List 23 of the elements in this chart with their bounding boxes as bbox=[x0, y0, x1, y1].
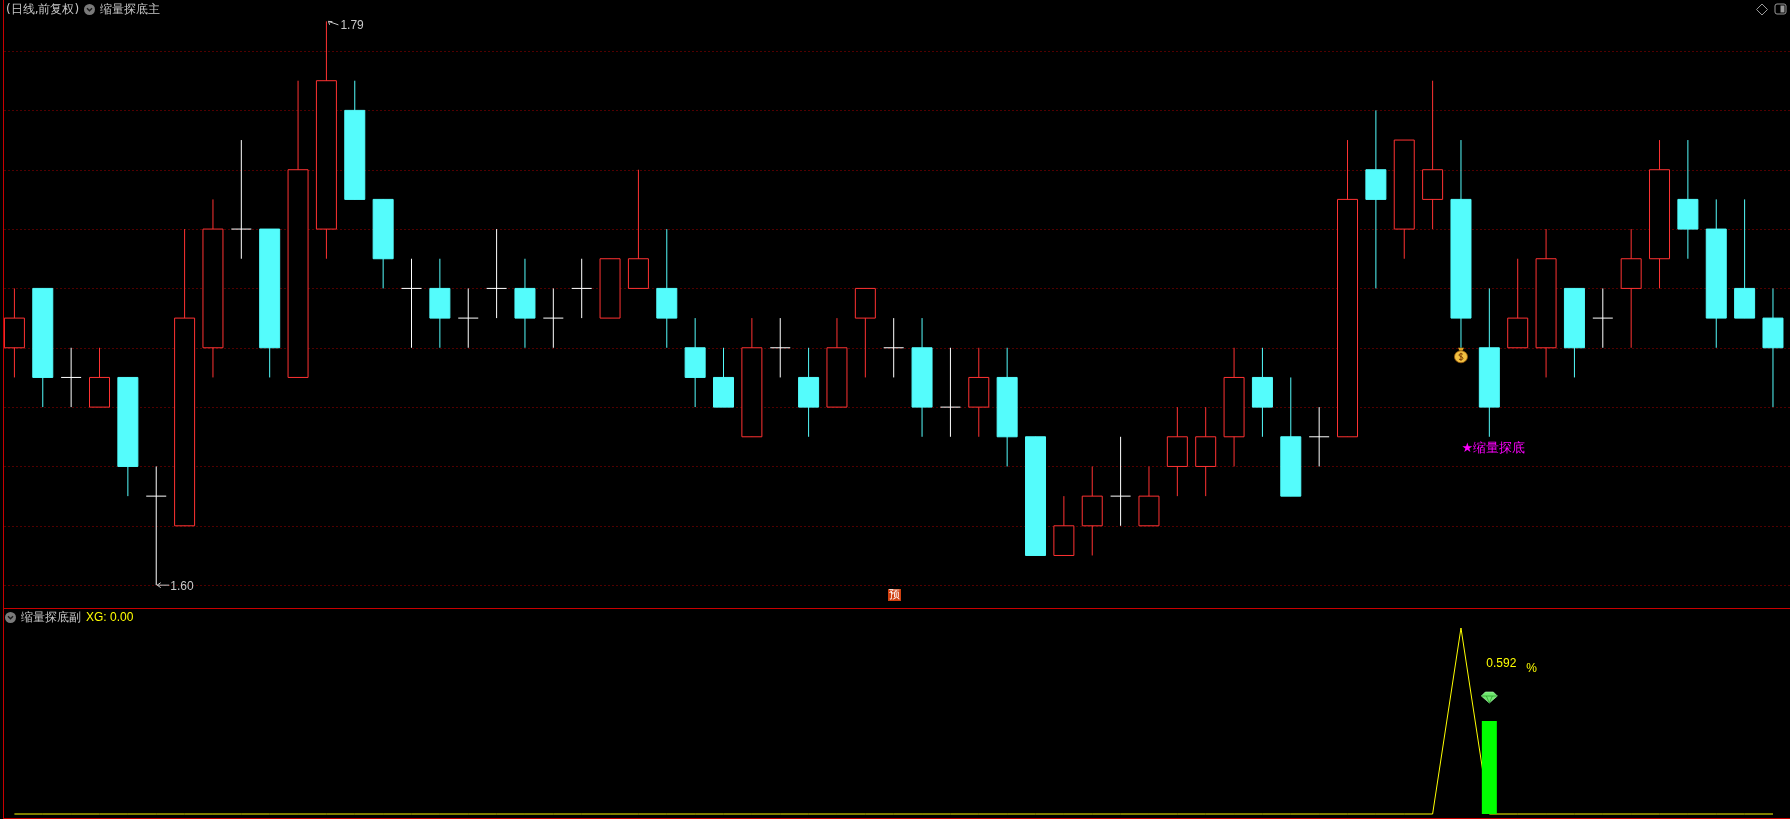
candlestick bbox=[457, 287, 479, 349]
candlestick bbox=[542, 287, 564, 349]
annotation: 1.60 bbox=[170, 579, 194, 594]
annotation: 0.592 bbox=[1486, 656, 1517, 671]
candlestick bbox=[230, 139, 252, 260]
text: XG: 0.00 bbox=[86, 610, 134, 624]
candlestick bbox=[571, 258, 593, 319]
chart-subtitle: 缩量探底主 bbox=[100, 2, 161, 16]
annotation: 预 bbox=[887, 588, 901, 602]
chart-title: 缩量探底副 bbox=[21, 610, 81, 624]
chart-title: (日线,前复权) bbox=[6, 2, 80, 16]
candlestick bbox=[60, 347, 82, 408]
annotation: ★缩量探底 bbox=[1461, 439, 1526, 455]
candlestick bbox=[486, 228, 508, 319]
candlestick bbox=[1110, 436, 1132, 527]
candlestick bbox=[883, 317, 905, 378]
candlestick bbox=[769, 317, 791, 378]
candlestick bbox=[1308, 406, 1330, 467]
candlestick bbox=[1592, 287, 1614, 349]
annotation: 1.79 bbox=[340, 17, 365, 32]
annotation: % bbox=[1526, 661, 1538, 675]
candlestick bbox=[401, 258, 423, 349]
candlestick bbox=[939, 347, 961, 438]
